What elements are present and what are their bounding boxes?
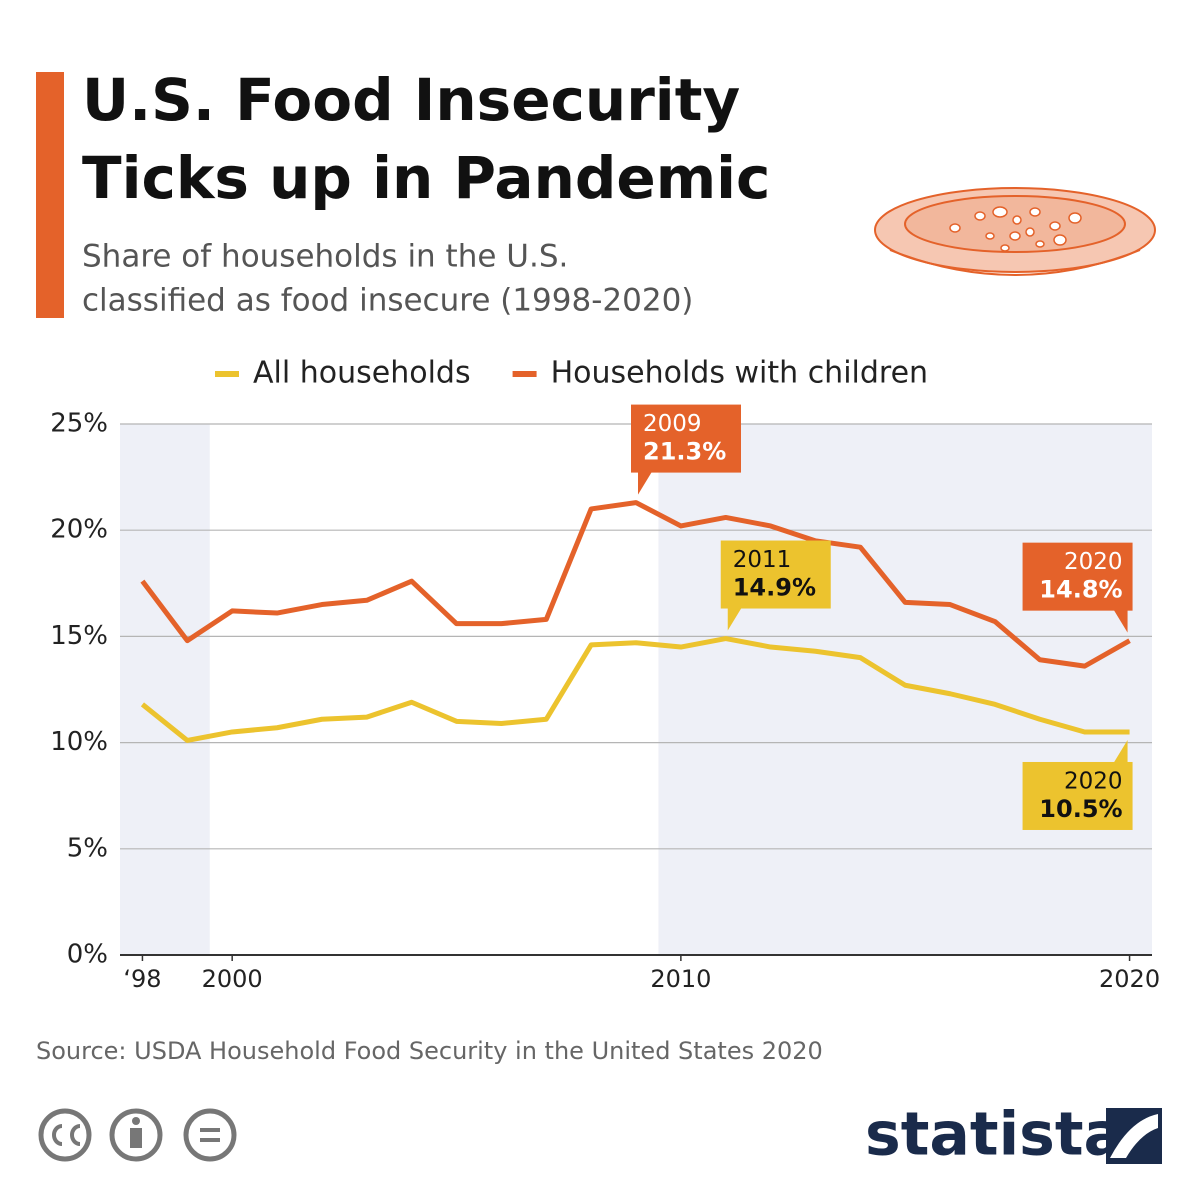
- y-tick-label: 10%: [50, 727, 108, 757]
- callout-pointer: [1113, 739, 1128, 763]
- chart-title: U.S. Food Insecurity: [82, 66, 740, 134]
- x-tick-label: 2000: [202, 965, 263, 993]
- callout-value: 14.9%: [733, 574, 816, 602]
- subtitle: Share of households in the U.S.: [82, 239, 568, 275]
- y-tick-label: 25%: [50, 409, 108, 439]
- y-tick-label: 0%: [67, 940, 108, 970]
- data-line: [140, 636, 1130, 743]
- callout-year: 2009: [643, 411, 702, 437]
- chart-title: Ticks up in Pandemic: [82, 144, 770, 212]
- plot: 0% 5% 10% 15% 20% 25% ‘98 2000 2010 2020 All house…: [50, 356, 1160, 994]
- plate-illustration: [874, 187, 1156, 276]
- data-line: [140, 500, 1131, 669]
- callout-value: 21.3%: [643, 438, 726, 466]
- callout-year: 2020: [1064, 549, 1123, 575]
- callout-box: [720, 540, 831, 609]
- legend: All households Households with children: [215, 356, 928, 391]
- x-tick-label: ‘98: [123, 965, 161, 993]
- callout-pointer: [1113, 609, 1128, 633]
- callout-year: 2020: [1064, 768, 1123, 794]
- callout-box: [1022, 761, 1133, 830]
- callout-value: 14.8%: [1039, 576, 1122, 604]
- callout-box: [1022, 542, 1133, 611]
- legend-label: All households: [253, 356, 471, 391]
- callout-box: [631, 404, 741, 473]
- source: Source: USDA Household Food Security in …: [36, 1037, 823, 1065]
- x-tick-label: 2010: [650, 965, 711, 993]
- x-tick-label: 2020: [1099, 965, 1160, 993]
- brand-icon: [1106, 1108, 1162, 1164]
- subtitle: classified as food insecure (1998-2020): [82, 283, 693, 319]
- callout-value: 10.5%: [1039, 795, 1122, 823]
- callout-pointer: [638, 471, 652, 495]
- brand-logo: statista: [865, 1100, 1124, 1170]
- license-icons: [38, 1108, 237, 1162]
- legend-label: Households with children: [551, 356, 928, 391]
- callout-year: 2011: [733, 547, 792, 573]
- callout-pointer: [727, 607, 742, 631]
- shaded-band: [658, 424, 1152, 955]
- y-tick-label: 20%: [50, 515, 108, 545]
- accent-bar: [36, 72, 64, 318]
- y-tick-label: 5%: [67, 833, 108, 863]
- y-tick-label: 15%: [50, 621, 108, 651]
- shaded-band: [120, 424, 210, 955]
